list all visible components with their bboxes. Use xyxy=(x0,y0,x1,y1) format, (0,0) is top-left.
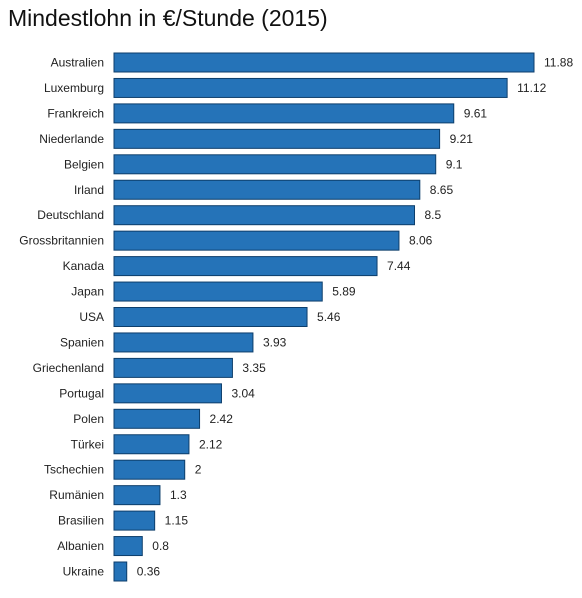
value-label: 5.46 xyxy=(317,310,341,324)
bar xyxy=(113,256,378,277)
category-labels: Australien Luxemburg Frankreich Niederlande… xyxy=(19,56,104,579)
value-label: 0.8 xyxy=(152,539,169,553)
bar xyxy=(113,128,441,149)
category-label: Niederlande xyxy=(39,132,104,146)
category-label: Albanien xyxy=(57,539,104,553)
value-label: 8.5 xyxy=(425,208,442,222)
category-label: Belgien xyxy=(64,157,104,171)
category-label: Türkei xyxy=(71,437,104,451)
category-label: Tschechien xyxy=(44,463,104,477)
bar xyxy=(113,561,128,582)
value-label: 7.44 xyxy=(387,259,411,273)
value-label: 9.1 xyxy=(446,157,463,171)
chart-title: Mindestlohn in €/Stunde (2015) xyxy=(8,5,328,31)
bar xyxy=(113,307,308,327)
category-label: Japan xyxy=(71,285,104,299)
value-label: 5.89 xyxy=(332,285,356,299)
bar xyxy=(113,510,156,531)
value-label: 2.42 xyxy=(210,412,234,426)
bar xyxy=(113,536,143,557)
category-label: Irland xyxy=(74,183,104,197)
category-label: Australien xyxy=(51,56,104,70)
category-label: Frankreich xyxy=(47,106,104,120)
category-label: Luxemburg xyxy=(44,81,104,95)
category-label: USA xyxy=(79,310,104,324)
bar xyxy=(113,77,508,98)
bar xyxy=(113,103,455,124)
value-label: 8.65 xyxy=(430,183,454,197)
bar xyxy=(113,230,400,251)
category-label: Rumänien xyxy=(49,488,104,502)
value-label: 2.12 xyxy=(199,437,223,451)
bar xyxy=(113,332,254,353)
value-label: 1.15 xyxy=(165,514,189,528)
bar xyxy=(113,179,421,200)
value-label: 3.04 xyxy=(231,386,255,400)
category-label: Griechenland xyxy=(33,361,104,375)
value-label: 1.3 xyxy=(170,488,187,502)
bar xyxy=(113,434,190,455)
category-label: Portugal xyxy=(59,386,104,400)
value-label: 0.36 xyxy=(137,565,161,579)
value-label: 3.35 xyxy=(242,361,266,375)
bar xyxy=(113,485,161,506)
bar xyxy=(113,383,222,404)
bar xyxy=(113,154,437,175)
bar xyxy=(113,357,233,378)
value-label: 11.88 xyxy=(544,56,573,70)
bar xyxy=(113,52,535,73)
value-label: 2 xyxy=(195,463,202,477)
value-label: 9.21 xyxy=(450,132,474,146)
bars xyxy=(113,52,535,582)
category-label: Ukraine xyxy=(63,565,105,579)
value-label: 11.12 xyxy=(517,81,546,95)
bar xyxy=(113,459,186,480)
category-label: Brasilien xyxy=(58,514,104,528)
bar xyxy=(113,205,416,226)
value-label: 9.61 xyxy=(464,106,488,120)
category-label: Spanien xyxy=(60,335,104,349)
category-label: Deutschland xyxy=(37,208,104,222)
bar xyxy=(113,281,323,302)
value-labels: 11.88 11.12 9.61 9.21 9.1 8.65 8.5 8.06 7.44 5.89… xyxy=(137,56,574,579)
value-label: 8.06 xyxy=(409,234,433,248)
bar xyxy=(113,408,201,429)
category-label: Kanada xyxy=(63,259,105,273)
category-label: Polen xyxy=(73,412,104,426)
value-label: 3.93 xyxy=(263,335,287,349)
category-label: Grossbritannien xyxy=(19,234,104,248)
